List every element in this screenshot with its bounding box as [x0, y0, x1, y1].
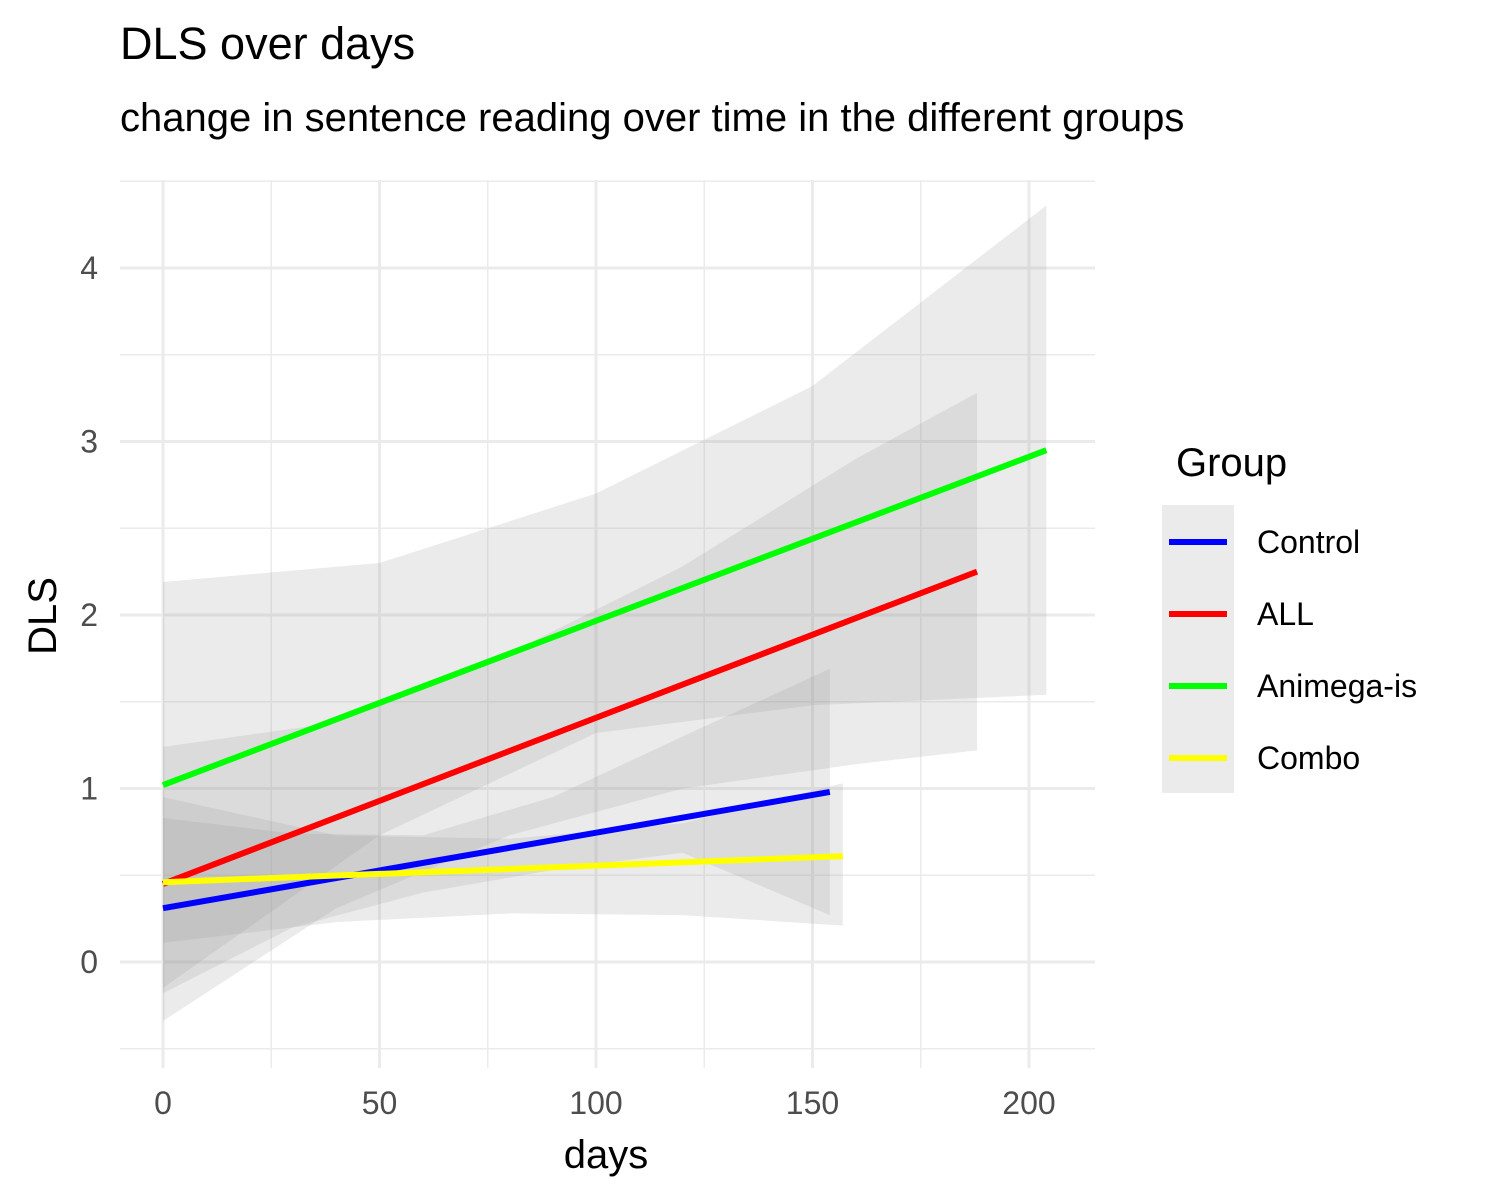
confidence-ribbons [163, 205, 1047, 1021]
confidence-ribbon-control [163, 668, 830, 994]
legend-key-background [1162, 505, 1234, 793]
legend-label: Animega-is [1257, 668, 1417, 704]
confidence-ribbon-all [163, 392, 978, 1021]
y-axis-title: DLS [21, 577, 65, 655]
trend-line-control [162, 789, 831, 912]
x-axis-tick-labels: 0 50 100 150 200 [154, 1085, 1056, 1121]
x-axis-title: days [564, 1133, 649, 1177]
x-tick-label: 100 [569, 1085, 622, 1121]
x-tick-label: 150 [786, 1085, 839, 1121]
confidence-ribbon-animega-is [163, 205, 1047, 989]
trend-lines [161, 447, 1048, 912]
chart-subtitle: change in sentence reading over time in … [120, 96, 1185, 140]
x-tick-label: 0 [154, 1085, 172, 1121]
legend-label: Combo [1257, 740, 1360, 776]
y-tick-label: 3 [80, 424, 98, 460]
x-tick-label: 200 [1002, 1085, 1055, 1121]
trend-line-combo [162, 853, 843, 886]
legend-label: Control [1257, 524, 1360, 560]
y-tick-label: 4 [80, 250, 98, 286]
chart-title: DLS over days [120, 18, 416, 69]
legend: Group Control ALL Animega-is Combo [1162, 441, 1417, 793]
confidence-ribbon-combo [163, 783, 843, 943]
y-axis-tick-labels: 0 1 2 3 4 [80, 250, 98, 980]
y-tick-label: 1 [80, 771, 98, 807]
y-tick-label: 0 [80, 944, 98, 980]
trend-line-all [161, 568, 979, 887]
trend-line-animega-is [161, 447, 1048, 788]
x-tick-label: 50 [362, 1085, 398, 1121]
legend-title: Group [1176, 441, 1287, 485]
legend-label: ALL [1257, 596, 1314, 632]
major-gridlines [120, 180, 1095, 1068]
y-tick-label: 2 [80, 597, 98, 633]
